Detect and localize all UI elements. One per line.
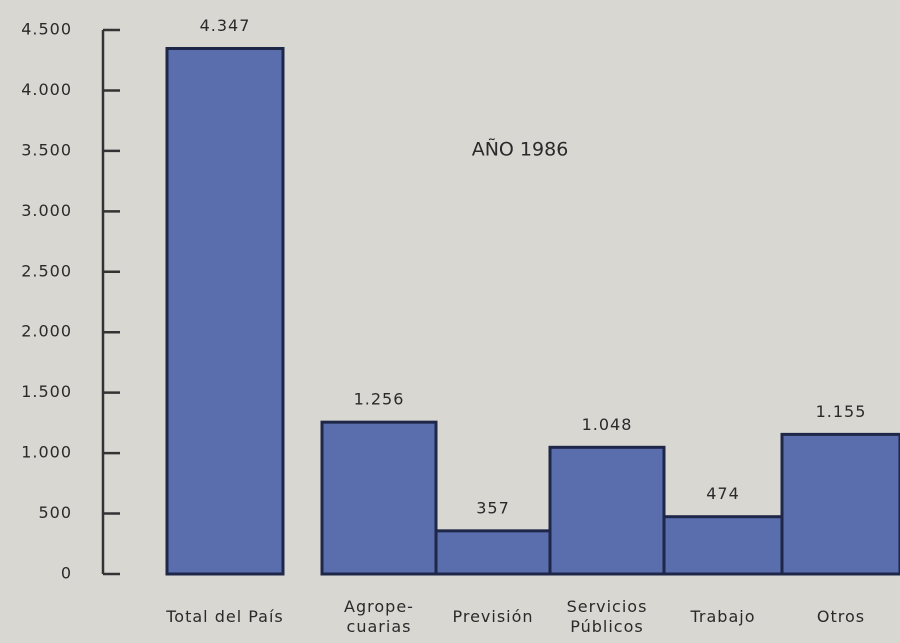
value-label: 4.347	[200, 16, 251, 35]
y-tick-label: 2.500	[21, 261, 72, 280]
x-tick-label: Trabajo	[690, 607, 756, 626]
y-tick-label: 0	[61, 564, 72, 583]
value-label: 1.155	[816, 402, 867, 421]
x-tick-label: Total del País	[166, 607, 284, 626]
bar	[434, 529, 552, 576]
y-tick-label: 2.000	[21, 322, 72, 341]
bar	[662, 515, 784, 576]
y-tick-label: 3.000	[21, 201, 72, 220]
bar	[780, 432, 900, 576]
x-tick-label: Agrope- cuarias	[344, 597, 414, 636]
y-tick-label: 500	[38, 503, 72, 522]
value-label: 357	[476, 498, 510, 517]
value-label: 474	[706, 484, 740, 503]
x-tick-label: Previsión	[452, 607, 534, 626]
value-label: 1.256	[354, 390, 405, 409]
y-tick-label: 3.500	[21, 140, 72, 159]
value-label: 1.048	[582, 415, 633, 434]
y-tick-label: 1.000	[21, 443, 72, 462]
y-tick-label: 4.000	[21, 80, 72, 99]
x-tick-label: Servicios Públicos	[566, 597, 648, 636]
annotation: AÑO 1986	[472, 138, 569, 161]
bar	[320, 420, 438, 576]
bar	[165, 46, 285, 576]
y-tick-label: 4.500	[21, 20, 72, 39]
y-tick-label: 1.500	[21, 382, 72, 401]
x-tick-label: Otros	[816, 607, 866, 626]
bar	[548, 445, 666, 576]
